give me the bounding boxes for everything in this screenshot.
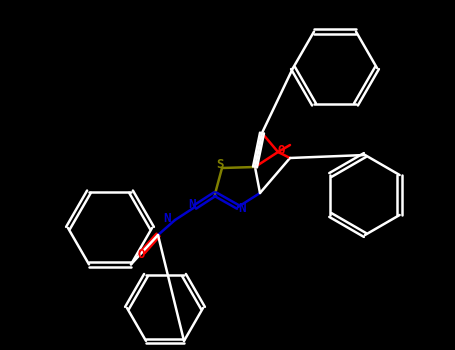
Text: N: N <box>163 211 171 224</box>
Text: O: O <box>137 248 145 261</box>
Text: S: S <box>216 159 224 172</box>
Text: N: N <box>238 203 246 216</box>
Text: N: N <box>188 198 196 211</box>
Text: O: O <box>277 144 285 156</box>
